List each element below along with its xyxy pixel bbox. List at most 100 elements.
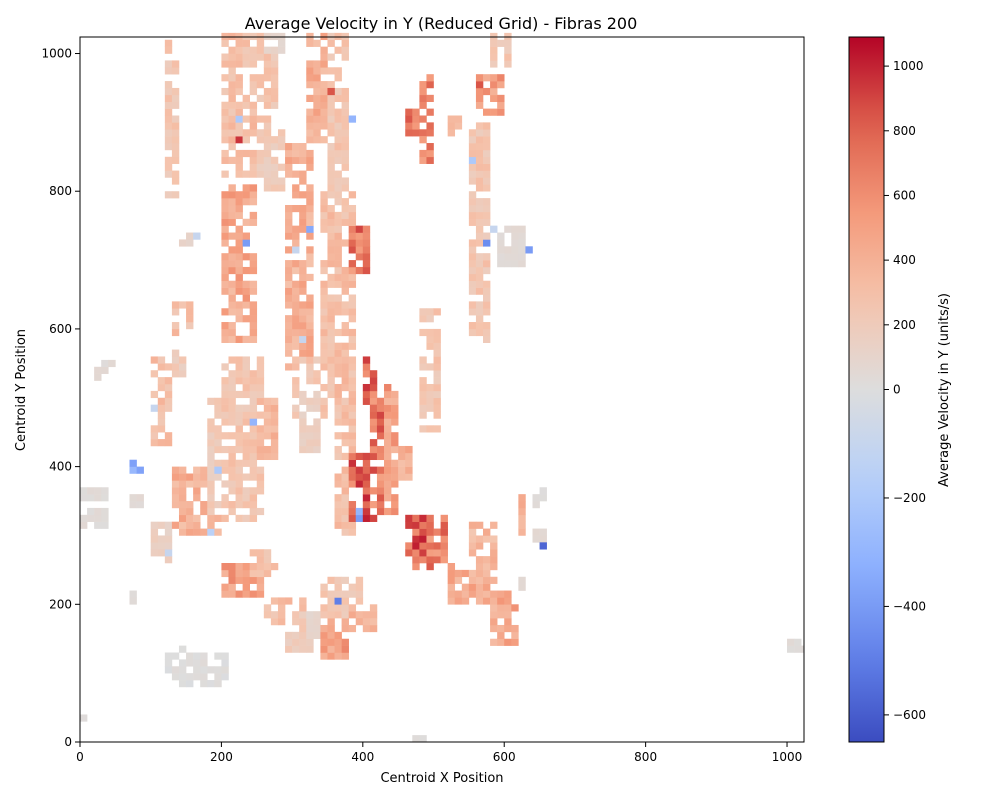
heatmap-cell: [306, 115, 314, 123]
heatmap-cell: [320, 266, 328, 275]
heatmap-cell: [299, 356, 307, 364]
heatmap-cell: [270, 432, 279, 440]
heatmap-cell: [249, 163, 258, 171]
heatmap-cell: [341, 136, 349, 144]
heatmap-cell: [334, 136, 342, 144]
heatmap-cell: [475, 597, 484, 605]
heatmap-cell: [249, 260, 258, 268]
heatmap-cell: [334, 638, 342, 646]
heatmap-cell: [221, 363, 229, 371]
heatmap-cell: [263, 432, 272, 440]
heatmap-cell: [391, 480, 399, 488]
heatmap-cell: [334, 590, 342, 598]
heatmap-cell: [164, 363, 173, 371]
heatmap-cell: [164, 129, 173, 137]
heatmap-cell: [313, 425, 321, 433]
heatmap-cell: [157, 549, 166, 557]
heatmap-cell: [468, 590, 477, 598]
heatmap-cell: [306, 611, 314, 619]
heatmap-cell: [228, 335, 236, 343]
heatmap-cell: [186, 521, 194, 529]
heatmap-cell: [468, 287, 477, 295]
heatmap-cell: [362, 363, 371, 371]
heatmap-cell: [518, 246, 526, 254]
heatmap-cell: [362, 232, 371, 240]
heatmap-cell: [256, 136, 265, 144]
heatmap-cell: [270, 53, 279, 61]
heatmap-cell: [299, 266, 307, 275]
heatmap-cell: [164, 156, 173, 164]
heatmap-cell: [221, 266, 229, 275]
heatmap-cell: [320, 328, 328, 337]
heatmap-cell: [263, 184, 272, 192]
heatmap-cell: [228, 122, 236, 130]
heatmap-cell: [285, 280, 293, 288]
heatmap-cell: [164, 115, 173, 123]
heatmap-cell: [292, 156, 300, 164]
heatmap-cell: [235, 232, 243, 240]
heatmap-cell: [327, 225, 335, 233]
heatmap-cell: [235, 81, 243, 89]
heatmap-cell: [483, 198, 491, 206]
heatmap-cell: [468, 280, 477, 288]
heatmap-cell: [306, 342, 314, 350]
heatmap-cell: [221, 204, 229, 213]
heatmap-cell: [475, 198, 484, 206]
heatmap-cell: [186, 673, 194, 681]
heatmap-cell: [369, 466, 378, 474]
heatmap-cell: [299, 308, 307, 316]
heatmap-cell: [355, 239, 364, 247]
heatmap-cell: [327, 604, 335, 612]
heatmap-cell: [306, 335, 314, 343]
heatmap-cell: [419, 308, 427, 316]
heatmap-cell: [384, 507, 392, 516]
heatmap-cell: [475, 94, 484, 103]
heatmap-cell: [186, 473, 194, 481]
heatmap-cell: [327, 611, 335, 619]
heatmap-cell: [249, 101, 258, 109]
heatmap-cell: [334, 308, 342, 316]
heatmap-cell: [497, 74, 505, 82]
heatmap-cell: [235, 445, 243, 454]
heatmap-cell: [249, 218, 258, 226]
heatmap-cell: [334, 232, 342, 240]
heatmap-cell: [341, 349, 349, 357]
heatmap-cell: [334, 129, 342, 137]
heatmap-cell: [270, 618, 279, 626]
heatmap-cell: [391, 494, 399, 502]
heatmap-cell: [235, 480, 243, 488]
heatmap-cell: [249, 122, 258, 130]
heatmap-cell: [348, 459, 357, 467]
heatmap-cell: [362, 473, 371, 481]
heatmap-cell: [171, 301, 180, 309]
heatmap-cell: [157, 397, 166, 405]
heatmap-cell: [426, 149, 434, 158]
heatmap-cell: [242, 452, 250, 461]
heatmap-cell: [256, 425, 265, 433]
heatmap-cell: [157, 383, 166, 392]
heatmap-cell: [334, 611, 342, 619]
heatmap-cell: [285, 335, 293, 343]
heatmap-cell: [341, 521, 349, 529]
heatmap-cell: [384, 432, 392, 440]
heatmap-cell: [419, 87, 427, 96]
heatmap-cell: [306, 356, 314, 364]
heatmap-cell: [178, 363, 187, 371]
heatmap-cell: [341, 129, 349, 137]
heatmap-cell: [384, 404, 392, 412]
heatmap-cell: [242, 411, 250, 419]
heatmap-cell: [320, 60, 328, 68]
heatmap-cell: [207, 480, 215, 488]
heatmap-cell: [270, 32, 279, 41]
heatmap-cell: [348, 514, 357, 522]
heatmap-cell: [490, 32, 498, 41]
heatmap-cell: [292, 335, 300, 343]
heatmap-cell: [228, 191, 236, 199]
heatmap-cell: [341, 576, 349, 584]
heatmap-cell: [511, 624, 519, 633]
heatmap-cell: [242, 301, 250, 309]
heatmap-cell: [341, 149, 349, 158]
heatmap-cell: [129, 590, 137, 598]
heatmap-cell: [334, 383, 342, 392]
heatmap-cell: [164, 432, 173, 440]
